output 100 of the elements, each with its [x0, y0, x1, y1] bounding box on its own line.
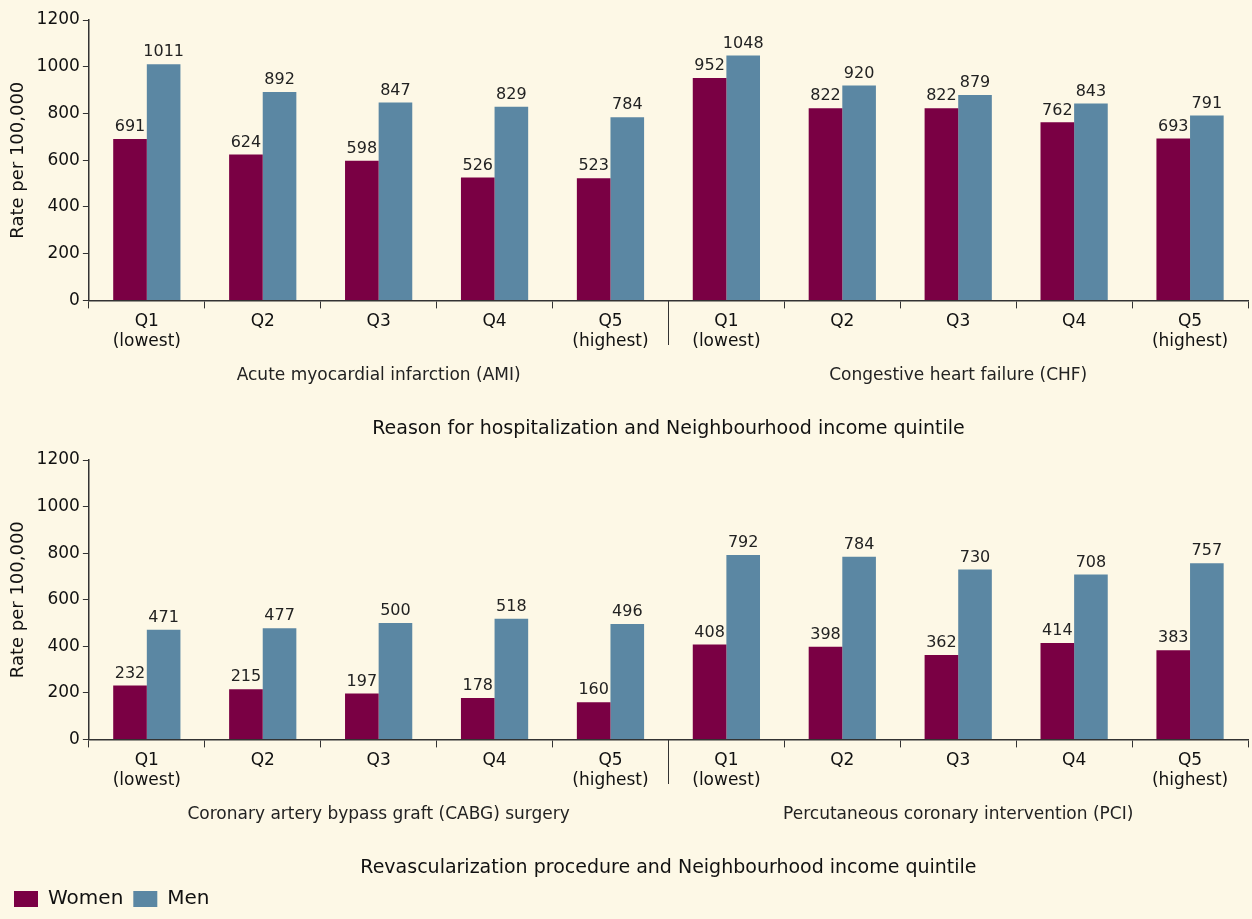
data-label: 215	[230, 666, 262, 686]
x-tick-label: Q3	[366, 310, 391, 331]
bar	[576, 178, 611, 300]
bar	[1040, 643, 1075, 739]
bar	[262, 91, 297, 300]
legend-label: Men	[167, 885, 210, 910]
data-label: 362	[926, 632, 957, 652]
y-tick-label: 1200	[36, 448, 80, 469]
bar	[924, 655, 959, 739]
text: Coronary artery bypass graft (CABG) surgery	[187, 802, 570, 823]
x-tick-label: Q1 (lowest)	[112, 749, 181, 790]
x-tick-label: Q2	[830, 749, 855, 770]
data-label: 691	[114, 116, 146, 136]
data-label: 523	[578, 155, 609, 175]
y-axis-title: Rate per 100,000	[6, 521, 28, 679]
data-label: 847	[380, 79, 411, 99]
data-label: 518	[496, 595, 527, 615]
x-tick-label: Q2	[830, 310, 855, 331]
data-label: 624	[230, 131, 262, 151]
x-tick-label: Q5 (highest)	[572, 310, 649, 351]
bar	[958, 95, 992, 300]
y-tick-label: 800	[47, 101, 80, 122]
x-tick-label: Q3	[946, 749, 971, 770]
data-label: 160	[578, 679, 609, 699]
bar	[808, 108, 843, 300]
bar	[345, 160, 379, 300]
text: Congestive heart failure (CHF)	[829, 363, 1088, 384]
data-label: 708	[1075, 551, 1107, 571]
x-tick-label: Q1 (lowest)	[112, 310, 181, 351]
data-label: 784	[612, 94, 643, 114]
data-label: 822	[926, 85, 957, 105]
y-axis-title: Rate per 100,000	[6, 81, 28, 239]
data-label: 526	[462, 154, 494, 174]
bar	[229, 689, 263, 739]
text: Percutaneous coronary intervention (PCI)	[783, 802, 1134, 823]
data-label: 920	[843, 62, 875, 82]
bar	[460, 697, 495, 739]
bar	[146, 64, 181, 300]
bar	[146, 629, 181, 739]
x-tick-label: Q2	[250, 310, 275, 331]
bar	[842, 85, 876, 300]
bar	[576, 702, 611, 739]
data-label: 398	[810, 623, 841, 643]
bar	[345, 693, 379, 739]
bar	[378, 102, 413, 300]
bar	[692, 77, 727, 300]
bar	[1074, 103, 1108, 300]
y-tick-label: 600	[47, 588, 80, 609]
data-label: 843	[1075, 80, 1107, 100]
bar	[808, 646, 843, 739]
bar	[1156, 138, 1191, 300]
y-tick-label: 600	[47, 148, 80, 169]
bar	[958, 569, 992, 739]
x-axis-title: Revascularization procedure and Neighbourhood income quintile	[360, 854, 977, 877]
bar	[1156, 650, 1191, 739]
y-tick-label: 0	[69, 727, 80, 748]
y-tick-label: 1000	[36, 494, 80, 515]
y-tick-label: 1000	[36, 55, 80, 76]
bar	[924, 108, 959, 300]
bar	[1190, 115, 1224, 300]
x-tick-label: Q1 (lowest)	[692, 310, 761, 351]
bar	[494, 106, 529, 300]
data-label: 892	[264, 69, 295, 89]
bar	[692, 644, 727, 739]
data-label: 232	[114, 662, 146, 682]
bar	[262, 628, 297, 739]
data-label: 496	[612, 601, 643, 621]
bar	[610, 117, 645, 300]
x-tick-label: Q1 (lowest)	[692, 749, 761, 790]
x-axis-title: Reason for hospitalization and Neighbourhood income quintile	[372, 415, 965, 438]
data-label: 178	[462, 675, 494, 695]
y-tick-label: 400	[47, 634, 80, 655]
y-tick-label: 800	[47, 541, 80, 562]
bar	[610, 623, 645, 739]
bar	[113, 685, 147, 739]
legend-label: Women	[48, 885, 124, 910]
bar	[1040, 122, 1075, 300]
bar	[726, 555, 760, 739]
bar	[378, 622, 413, 739]
x-tick-label: Q2	[250, 749, 275, 770]
data-label: 1048	[722, 32, 764, 52]
data-label: 693	[1157, 115, 1189, 135]
data-label: 952	[694, 55, 725, 75]
data-label: 822	[810, 85, 841, 105]
data-label: 500	[380, 600, 411, 620]
y-tick-label: 200	[47, 242, 80, 263]
data-label: 1011	[143, 41, 184, 61]
y-tick-label: 1200	[36, 8, 80, 29]
text: Acute myocardial infarction (AMI)	[236, 363, 521, 384]
bar	[1190, 563, 1224, 739]
bar	[229, 154, 263, 300]
data-label: 829	[496, 83, 527, 103]
data-label: 792	[727, 532, 759, 552]
x-tick-label: Q3	[946, 310, 971, 331]
data-label: 791	[1191, 92, 1223, 112]
x-tick-label: Q4	[482, 310, 507, 331]
x-tick-label: Q4	[1062, 749, 1087, 770]
x-tick-label: Q4	[1062, 310, 1087, 331]
x-tick-label: Q4	[482, 749, 507, 770]
data-label: 757	[1191, 540, 1223, 560]
